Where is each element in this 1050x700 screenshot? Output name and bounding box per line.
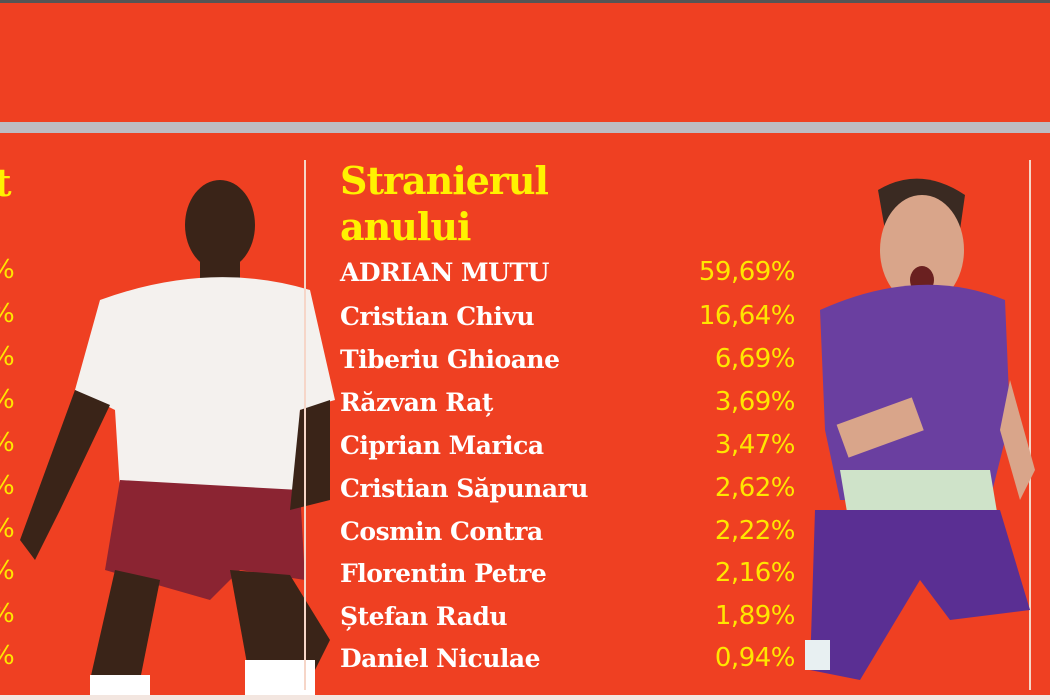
ranking-row: Cristian Chivu 16,64% — [340, 296, 796, 336]
player-name: Cosmin Contra — [340, 516, 543, 546]
section-title: Stranierul anului — [340, 158, 549, 250]
vote-percentage: 59,69% — [698, 257, 796, 287]
left-column-percentage-fragment: % — [0, 599, 15, 629]
left-column-percentage-fragment: % — [0, 385, 15, 415]
vote-percentage: 3,69% — [714, 387, 796, 417]
left-column-percentage-fragment: % — [0, 471, 15, 501]
ranking-row: Cosmin Contra 2,22% — [340, 511, 796, 551]
title-line-1: Stranierul — [340, 158, 549, 203]
left-column-percentage-fragment: % — [0, 514, 15, 544]
column-divider — [304, 160, 306, 690]
ranking-row: Cristian Săpunaru 2,62% — [340, 468, 796, 508]
bottom-border — [0, 695, 1050, 700]
player-name: Florentin Petre — [340, 558, 547, 588]
vote-percentage: 2,22% — [714, 516, 796, 546]
ranking-row: ADRIAN MUTU 59,69% — [340, 252, 796, 292]
vote-percentage: 6,69% — [714, 344, 796, 374]
ranking-row: Tiberiu Ghioane 6,69% — [340, 339, 796, 379]
player-photo-right — [805, 178, 1035, 680]
vote-percentage: 2,62% — [714, 473, 796, 503]
player-name: Cristian Săpunaru — [340, 473, 588, 503]
left-column-percentage-fragment: % — [0, 556, 15, 586]
player-name: ADRIAN MUTU — [340, 257, 549, 287]
ranking-row: Ciprian Marica 3,47% — [340, 425, 796, 465]
player-photo-left — [20, 180, 335, 695]
player-name: Tiberiu Ghioane — [340, 344, 560, 374]
column-divider — [1029, 160, 1031, 690]
vote-percentage: 0,94% — [714, 643, 796, 673]
vote-percentage: 16,64% — [698, 301, 796, 331]
player-name: Răzvan Raț — [340, 387, 493, 417]
left-column-percentage-fragment: % — [0, 299, 15, 329]
top-border — [0, 0, 1050, 3]
vote-percentage: 1,89% — [714, 601, 796, 631]
player-name: Daniel Niculae — [340, 643, 541, 673]
ranking-row: Ștefan Radu 1,89% — [340, 596, 796, 636]
player-name: Ștefan Radu — [340, 601, 508, 631]
left-column-title-fragment: t — [0, 160, 12, 205]
ranking-row: Florentin Petre 2,16% — [340, 553, 796, 593]
left-column-percentage-fragment: % — [0, 641, 15, 671]
vote-percentage: 2,16% — [714, 558, 796, 588]
left-column-percentage-fragment: % — [0, 342, 15, 372]
player-name: Ciprian Marica — [340, 430, 544, 460]
player-name: Cristian Chivu — [340, 301, 535, 331]
ranking-row: Daniel Niculae 0,94% — [340, 638, 796, 678]
ranking-row: Răzvan Raț 3,69% — [340, 382, 796, 422]
left-column-percentage-fragment: % — [0, 255, 15, 285]
title-line-2: anului — [340, 204, 471, 249]
gray-separator-bar — [0, 122, 1050, 133]
left-column-percentage-fragment: % — [0, 428, 15, 458]
vote-percentage: 3,47% — [714, 430, 796, 460]
